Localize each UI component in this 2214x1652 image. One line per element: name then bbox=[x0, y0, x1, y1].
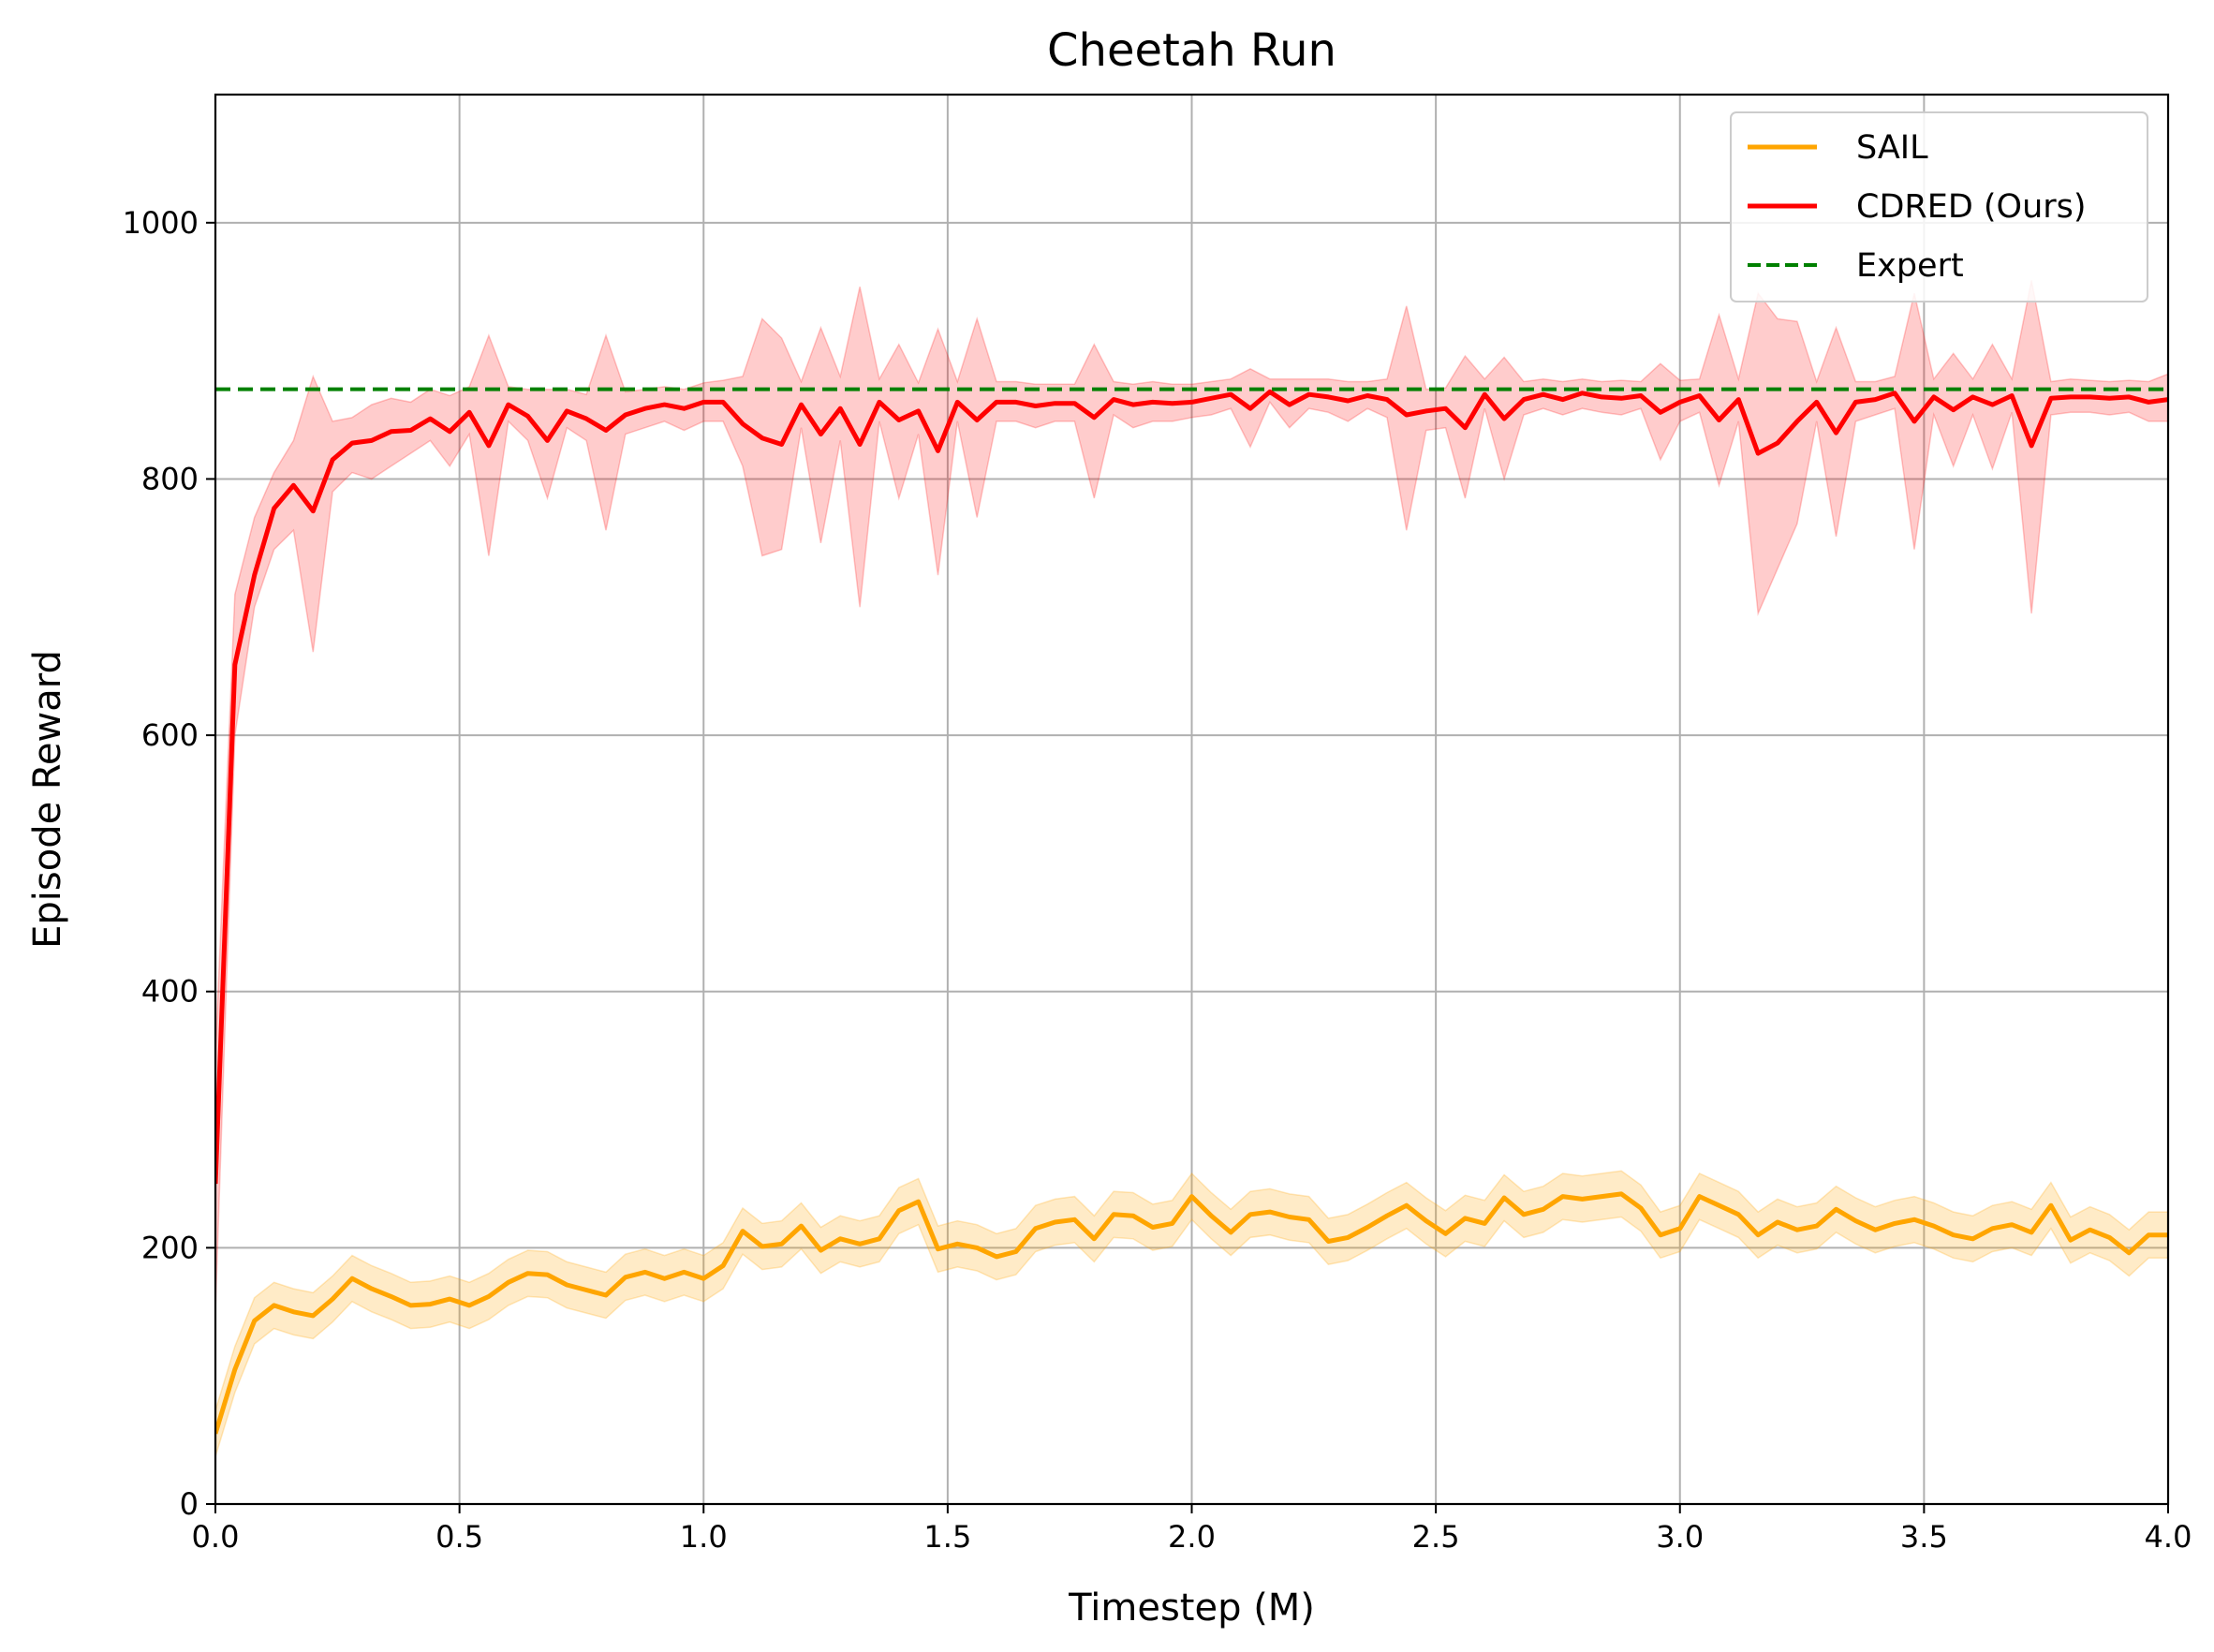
x-tick-label: 0.0 bbox=[192, 1519, 240, 1555]
x-tick-label: 2.5 bbox=[1412, 1519, 1460, 1555]
y-tick-label: 0 bbox=[180, 1486, 199, 1522]
y-tick-label: 800 bbox=[141, 461, 199, 496]
legend-box bbox=[1730, 111, 2148, 302]
x-tick-label: 2.0 bbox=[1168, 1519, 1216, 1555]
series-layer bbox=[215, 280, 2168, 1457]
cdred-band bbox=[215, 280, 2168, 1312]
x-tick-label: 1.5 bbox=[923, 1519, 971, 1555]
sail-line bbox=[215, 1191, 2168, 1435]
y-tick-label: 1000 bbox=[123, 205, 199, 241]
x-tick-label: 3.0 bbox=[1656, 1519, 1704, 1555]
y-tick-label: 400 bbox=[141, 974, 199, 1010]
ticks: 0.0 0.5 1.0 1.5 2.0 2.5 3.0 3.5 4.0 0 200 400 600 800… bbox=[123, 205, 2192, 1555]
legend: SAIL CDRED (Ours) Expert bbox=[1730, 111, 2148, 302]
x-axis-label: Timestep (M) bbox=[1068, 1586, 1315, 1630]
y-axis-label: Episode Reward bbox=[26, 650, 69, 949]
chart-title: Cheetah Run bbox=[1047, 24, 1336, 77]
x-tick-label: 0.5 bbox=[435, 1519, 483, 1555]
legend-label-cdred: CDRED (Ours) bbox=[1856, 188, 2087, 226]
cdred-line bbox=[215, 389, 2168, 1185]
y-tick-label: 200 bbox=[141, 1230, 199, 1265]
x-tick-label: 3.5 bbox=[1900, 1519, 1948, 1555]
y-tick-label: 600 bbox=[141, 717, 199, 753]
x-tick-label: 4.0 bbox=[2145, 1519, 2192, 1555]
legend-label-expert: Expert bbox=[1856, 247, 1964, 285]
x-tick-label: 1.0 bbox=[680, 1519, 728, 1555]
legend-label-sail: SAIL bbox=[1856, 129, 1928, 167]
sail-band bbox=[215, 1170, 2168, 1457]
